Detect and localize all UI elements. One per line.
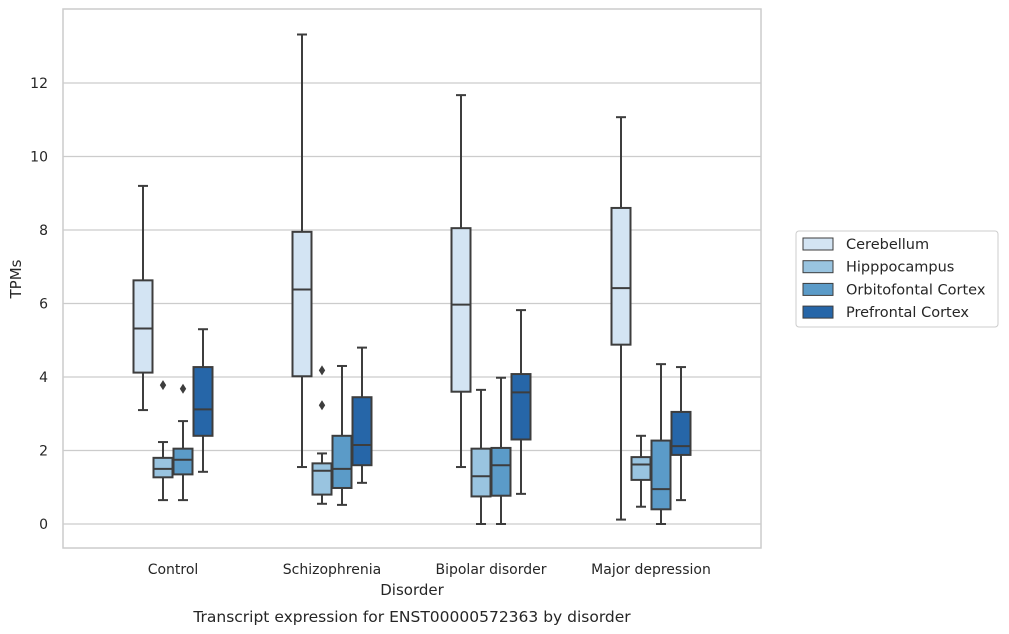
interquartile-box xyxy=(670,410,692,456)
legend-label: Prefrontal Cortex xyxy=(846,305,969,321)
interquartile-box xyxy=(450,227,472,393)
legend-label: Cerebellum xyxy=(846,237,929,253)
plot-frame xyxy=(62,8,762,549)
y-axis-title: TPMs xyxy=(7,259,25,299)
y-tick-label: 2 xyxy=(39,444,48,460)
x-tick-label: Control xyxy=(148,562,199,578)
box-orbitofontal-cortex xyxy=(490,376,512,525)
chart-caption: Transcript expression for ENST0000057236… xyxy=(192,608,631,626)
interquartile-box xyxy=(510,373,532,441)
interquartile-box xyxy=(192,366,214,437)
interquartile-box xyxy=(172,447,194,476)
y-tick-label: 8 xyxy=(39,223,48,239)
box-cerebellum xyxy=(291,33,313,469)
interquartile-box xyxy=(152,456,174,479)
legend-frame xyxy=(795,230,999,328)
legend-swatch xyxy=(802,282,834,296)
legend-swatch xyxy=(802,260,834,274)
y-tick-label: 0 xyxy=(39,517,48,533)
x-tick-label: Bipolar disorder xyxy=(435,562,546,578)
box-hipppocampus xyxy=(470,388,492,525)
legend-label: Orbitofontal Cortex xyxy=(846,282,986,298)
y-tick-label: 4 xyxy=(39,370,48,386)
interquartile-box xyxy=(331,434,353,489)
interquartile-box xyxy=(132,279,154,374)
box-prefrontal-cortex xyxy=(670,366,692,502)
interquartile-box xyxy=(630,456,652,481)
legend-swatch xyxy=(802,237,834,251)
interquartile-box xyxy=(470,447,492,498)
box-hipppocampus xyxy=(630,434,652,508)
x-axis-ticks: Control Schizophrenia Bipolar disorder Majo… xyxy=(148,562,711,578)
outlier-point xyxy=(159,380,167,391)
box-prefrontal-cortex xyxy=(510,309,532,495)
legend-label: Hipppocampus xyxy=(846,260,954,276)
y-tick-label: 6 xyxy=(39,297,48,313)
x-axis-title: Disorder xyxy=(380,581,444,599)
y-tick-label: 12 xyxy=(30,76,48,92)
box-orbitofontal-cortex xyxy=(650,363,672,525)
plot-area xyxy=(132,33,692,525)
outlier-point xyxy=(318,365,326,376)
y-axis-ticks: 0 2 4 6 8 10 12 xyxy=(30,76,48,533)
outlier-point xyxy=(179,383,187,394)
interquartile-box xyxy=(610,206,632,346)
box-cerebellum xyxy=(450,94,472,469)
interquartile-box xyxy=(650,439,672,511)
box-cerebellum xyxy=(610,116,632,521)
interquartile-box xyxy=(291,230,313,378)
box-prefrontal-cortex xyxy=(351,346,373,484)
box-cerebellum xyxy=(132,184,154,412)
box-orbitofontal-cortex xyxy=(172,383,194,502)
interquartile-box xyxy=(351,396,373,467)
interquartile-box xyxy=(490,446,512,497)
x-tick-label: Schizophrenia xyxy=(283,562,381,578)
x-tick-label: Major depression xyxy=(591,562,711,578)
legend: Cerebellum Hipppocampus Orbitofontal Corte… xyxy=(795,230,999,328)
legend-swatch xyxy=(802,305,834,319)
box-prefrontal-cortex xyxy=(192,328,214,473)
interquartile-box xyxy=(311,462,333,496)
outlier-point xyxy=(318,400,326,411)
y-tick-label: 10 xyxy=(30,150,48,166)
